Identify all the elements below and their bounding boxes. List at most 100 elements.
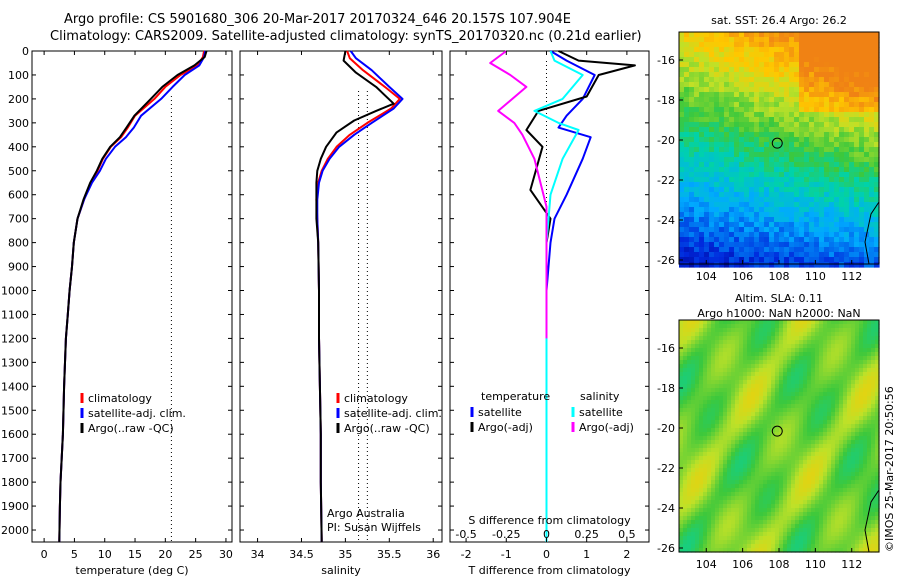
chart-title-line-1: Argo profile: CS 5901680_306 20-Mar-2017…: [64, 12, 572, 27]
depth-label: 400: [8, 141, 29, 154]
temperature-series-2: [58, 50, 208, 543]
difference-series-3: [489, 50, 548, 339]
difference-legend-item-label: Argo(-adj): [579, 421, 634, 434]
salinity-series-2: [315, 50, 395, 543]
depth-label: 500: [8, 165, 29, 178]
temperature-x-label: 0: [41, 548, 48, 561]
difference-x-label: -1: [501, 548, 512, 561]
depth-label: 300: [8, 117, 29, 130]
sla-map-x-label: 110: [805, 558, 826, 571]
salinity-x-label: 34: [251, 548, 265, 561]
sst-map-argo-marker: [771, 137, 783, 149]
sst-map-y-label: -26: [657, 254, 675, 267]
depth-label: 1300: [1, 356, 29, 369]
sla-map-y-label: -20: [657, 422, 675, 435]
salinity-difference-tick-label: 0.5: [618, 528, 636, 541]
salinity-x-label: 35.5: [377, 548, 402, 561]
sla-map-title: Altim. SLA: 0.11: [735, 292, 823, 305]
salinity-legend-item-label: climatology: [344, 392, 408, 405]
temperature-difference-axis-label: T difference from climatology: [468, 564, 631, 577]
sla-map-y-label: -24: [657, 502, 675, 515]
sst-map-y-label: -18: [657, 94, 675, 107]
salinity-series-0: [315, 50, 401, 543]
depth-label: 2000: [1, 524, 29, 537]
temperature-legend-item-label: climatology: [88, 392, 152, 405]
sst-map-field: [679, 32, 880, 268]
sst-map-x-label: 104: [696, 270, 717, 283]
salinity-series-1: [316, 50, 404, 543]
difference-series-2: [533, 50, 584, 542]
depth-label: 1100: [1, 308, 29, 321]
temperature-x-label: 15: [128, 548, 142, 561]
difference-series-1: [525, 50, 636, 542]
chart-title-line-2: Climatology: CARS2009. Satellite-adjuste…: [50, 29, 642, 44]
salinity-difference-tick-label: -0.5: [455, 528, 476, 541]
depth-label: 1000: [1, 285, 29, 298]
temperature-series-1: [58, 50, 207, 543]
temperature-x-label: 20: [158, 548, 172, 561]
salinity-legend-item-label: Argo(..raw -QC): [344, 422, 430, 435]
depth-label: 200: [8, 93, 29, 106]
sla-map-y-label: -22: [657, 462, 675, 475]
difference-x-label: -2: [461, 548, 472, 561]
sla-map-y-label: -16: [657, 342, 675, 355]
depth-label: 1600: [1, 428, 29, 441]
depth-label: 1400: [1, 380, 29, 393]
sst-map-x-label: 110: [805, 270, 826, 283]
depth-label: 0: [22, 45, 29, 58]
sst-map-y-label: -20: [657, 134, 675, 147]
difference-axes: [449, 50, 650, 543]
difference-series-0: [545, 50, 596, 542]
depth-label: 1900: [1, 500, 29, 513]
salinity-difference-axis-label: S difference from climatology: [468, 514, 631, 527]
temperature-x-label: 25: [189, 548, 203, 561]
salinity-difference-tick-label: 0.25: [574, 528, 599, 541]
salinity-difference-tick-label: 0: [543, 528, 550, 541]
argo-institution-label: Argo Australia: [327, 507, 405, 520]
difference-legend-salinity-heading: salinity: [580, 390, 620, 403]
sla-map-x-label: 106: [732, 558, 753, 571]
sla-map-y-label: -26: [657, 542, 675, 555]
salinity-difference-tick-label: -0.25: [492, 528, 520, 541]
difference-x-label: 1: [583, 548, 590, 561]
difference-legend-item-label: Argo(-adj): [478, 421, 533, 434]
sst-map-x-label: 106: [732, 270, 753, 283]
temperature-x-label: 5: [71, 548, 78, 561]
sst-map-y-label: -24: [657, 214, 675, 227]
depth-label: 600: [8, 189, 29, 202]
sla-map-y-label: -18: [657, 382, 675, 395]
sst-map-coastline: [864, 201, 880, 265]
salinity-legend-item-label: satellite-adj. clim.: [344, 407, 442, 420]
sla-map-x-label: 104: [696, 558, 717, 571]
sst-map-x-label: 108: [769, 270, 790, 283]
sla-map-x-label: 112: [841, 558, 862, 571]
difference-x-label: 2: [623, 548, 630, 561]
temperature-x-label: 30: [219, 548, 233, 561]
temperature-legend-item-label: satellite-adj. clim.: [88, 407, 186, 420]
difference-legend-item-label: satellite: [478, 406, 522, 419]
sla-map-subtitle: Argo h1000: NaN h2000: NaN: [697, 307, 860, 320]
temperature-x-label: 10: [98, 548, 112, 561]
imos-timestamp: ©IMOS 25-Mar-2017 20:50:56: [883, 386, 896, 552]
depth-label: 1800: [1, 476, 29, 489]
salinity-x-label: 36: [426, 548, 440, 561]
depth-label: 900: [8, 261, 29, 274]
depth-label: 100: [8, 69, 29, 82]
temperature-axes: [31, 50, 233, 543]
depth-label: 1500: [1, 404, 29, 417]
sst-map-y-label: -22: [657, 174, 675, 187]
difference-x-label: 0: [543, 548, 550, 561]
temperature-series-0: [58, 50, 206, 543]
salinity-x-label: 35: [338, 548, 352, 561]
depth-label: 800: [8, 237, 29, 250]
sla-map-argo-marker: [771, 425, 783, 437]
difference-legend-item-label: satellite: [579, 406, 623, 419]
temperature-axis-label: temperature (deg C): [75, 564, 188, 577]
sst-map-x-label: 112: [841, 270, 862, 283]
salinity-axis-label: salinity: [321, 564, 361, 577]
salinity-x-label: 34.5: [289, 548, 314, 561]
argo-pi-label: PI: Susan Wijffels: [327, 521, 421, 534]
sla-map-coastline: [864, 489, 880, 553]
sst-map-y-label: -16: [657, 54, 675, 67]
